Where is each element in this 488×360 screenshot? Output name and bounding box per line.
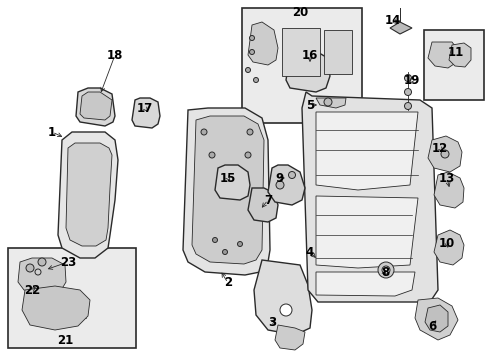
Polygon shape [132,98,160,128]
Polygon shape [66,143,112,246]
Polygon shape [448,43,470,67]
Circle shape [201,129,206,135]
Circle shape [280,304,291,316]
Text: 3: 3 [267,315,276,328]
Circle shape [249,36,254,41]
Polygon shape [315,98,346,108]
Text: 9: 9 [275,171,284,185]
Text: 8: 8 [380,266,388,279]
Polygon shape [267,165,305,205]
Text: 14: 14 [384,14,400,27]
Text: 5: 5 [305,99,313,112]
Polygon shape [247,22,278,65]
Polygon shape [315,196,417,268]
Polygon shape [22,286,90,330]
Bar [8,248,136,348]
Text: 12: 12 [431,141,447,154]
Circle shape [404,89,411,95]
Polygon shape [389,22,411,34]
Circle shape [212,238,217,243]
Polygon shape [302,92,437,302]
Polygon shape [215,165,249,200]
Circle shape [288,171,295,179]
Text: 15: 15 [220,171,236,185]
Polygon shape [315,272,414,296]
Polygon shape [424,305,447,332]
Circle shape [246,129,252,135]
Circle shape [404,75,411,81]
Text: 20: 20 [291,5,307,18]
Bar [423,30,483,100]
Text: 7: 7 [264,194,271,207]
Circle shape [245,68,250,72]
Polygon shape [253,260,311,335]
Text: 11: 11 [447,45,463,59]
Polygon shape [183,108,269,275]
Polygon shape [80,92,112,120]
Circle shape [324,98,331,106]
Circle shape [381,266,389,274]
Circle shape [253,77,258,82]
Bar [282,28,319,76]
Circle shape [244,152,250,158]
Text: 10: 10 [438,237,454,249]
Text: 2: 2 [224,276,232,289]
Circle shape [440,150,448,158]
Text: 21: 21 [57,333,73,346]
Circle shape [249,50,254,54]
Text: 13: 13 [438,171,454,185]
Circle shape [35,269,41,275]
Circle shape [275,181,284,189]
Circle shape [208,152,215,158]
Bar [324,30,351,74]
Polygon shape [192,116,264,264]
Polygon shape [414,298,457,340]
Polygon shape [427,42,457,68]
Circle shape [222,249,227,255]
Polygon shape [247,188,278,222]
Text: 1: 1 [48,126,56,139]
Text: 4: 4 [305,246,313,258]
Text: 22: 22 [24,284,40,297]
Text: 17: 17 [137,102,153,114]
Text: 18: 18 [106,49,123,62]
Polygon shape [433,230,463,265]
Circle shape [377,262,393,278]
Polygon shape [58,132,118,258]
Circle shape [237,242,242,247]
Polygon shape [76,88,115,126]
Polygon shape [315,112,417,190]
Circle shape [26,264,34,272]
Circle shape [38,258,46,266]
Polygon shape [274,325,305,350]
Polygon shape [18,258,66,295]
Bar [242,8,361,123]
Circle shape [404,103,411,109]
Text: 19: 19 [403,73,419,86]
Polygon shape [285,50,329,92]
Polygon shape [433,172,463,208]
Text: 23: 23 [60,256,76,269]
Polygon shape [427,136,461,172]
Text: 16: 16 [301,49,318,62]
Text: 6: 6 [427,320,435,333]
